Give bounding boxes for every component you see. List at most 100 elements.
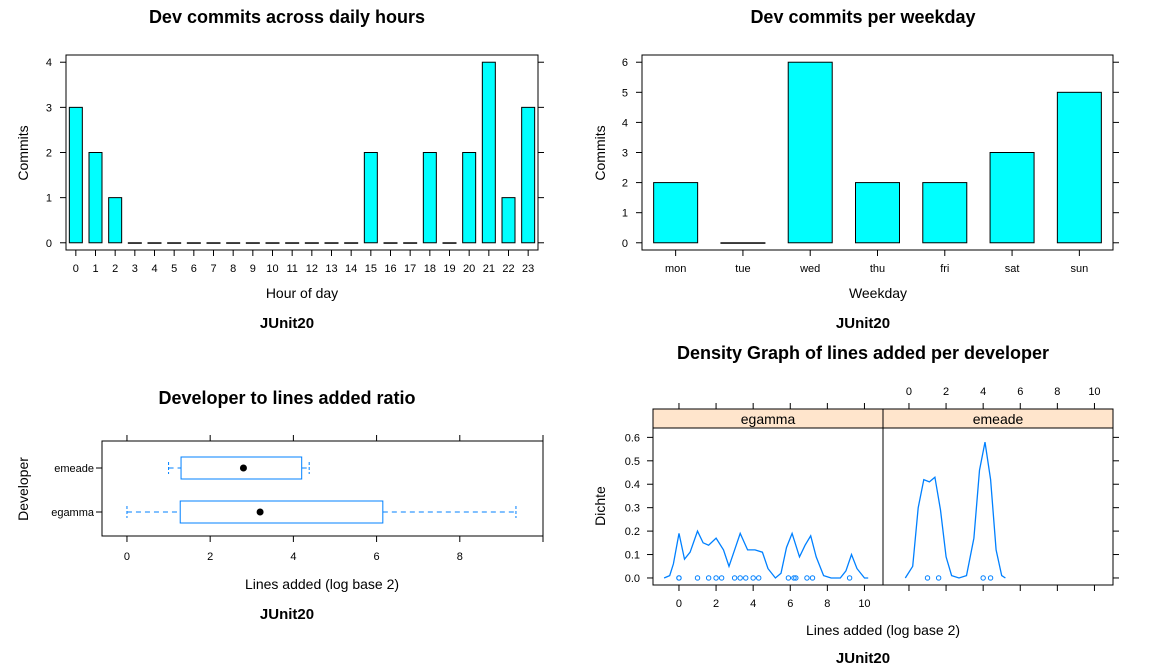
hourly-x-tick-label: 16 [384, 263, 396, 275]
hourly-bar [481, 61, 496, 244]
hourly-bar [304, 242, 319, 244]
density-y-tick-label: 0.1 [625, 550, 640, 562]
boxplot-y-tick-label: emeade [54, 463, 94, 475]
hourly-x-axis-label: Hour of day [266, 285, 338, 301]
hourly-bar [442, 242, 457, 244]
weekday-x-tick-label: wed [799, 263, 820, 275]
hourly-bar [108, 197, 123, 244]
density-rug-point [980, 575, 986, 581]
boxplot-frame [101, 440, 544, 537]
boxplot-median-dot [256, 508, 264, 516]
hourly-bar [226, 242, 241, 244]
density-y-tick-label: 0.4 [625, 479, 640, 491]
hourly-x-tick-label: 19 [443, 263, 455, 275]
density-x-tick-label-top: 0 [906, 386, 912, 398]
boxplot-x-tick-label: 4 [290, 551, 296, 563]
density-panel-frame [882, 427, 1114, 586]
hourly-x-tick-label: 22 [502, 263, 514, 275]
hourly-subtitle: JUnit20 [260, 315, 314, 332]
hourly-x-tick-label: 3 [132, 263, 138, 275]
hourly-x-tick-label: 10 [266, 263, 278, 275]
weekday-commits-chart: Dev commits per weekday 0 1 2 3 4 5 6 mon tue wed… [592, 7, 1119, 332]
density-chart: Density Graph of lines added per develop… [592, 343, 1119, 667]
density-x-tick-label-top: 4 [980, 386, 986, 398]
density-rug-point [924, 575, 931, 581]
hourly-x-tick-label: 9 [250, 263, 256, 275]
density-rug-point [791, 575, 797, 581]
density-rug-point [809, 575, 816, 581]
hourly-y-tick-label: 0 [46, 238, 52, 250]
density-rug-point [718, 575, 725, 581]
hourly-x-tick-label: 4 [151, 263, 157, 275]
weekday-bar [922, 182, 968, 244]
hourly-y-tick-label: 2 [46, 148, 52, 160]
density-x-tick-label-top: 6 [1017, 386, 1023, 398]
weekday-y-tick-label: 3 [622, 148, 628, 160]
density-rug-point [935, 575, 942, 581]
weekday-bar [855, 182, 900, 244]
density-rug-point [676, 575, 682, 581]
boxplot-y-tick-label: egamma [51, 507, 95, 519]
density-strip-label: egamma [741, 411, 796, 427]
hourly-x-tick-label: 18 [424, 263, 436, 275]
weekday-y-axis-label: Commits [592, 125, 608, 180]
hourly-x-tick-label: 21 [483, 263, 495, 275]
hourly-x-tick-label: 5 [171, 263, 177, 275]
density-rug-point [785, 575, 792, 581]
weekday-x-tick-label: thu [870, 263, 885, 275]
hourly-x-tick-label: 23 [522, 263, 534, 275]
hourly-bar [127, 242, 142, 244]
hourly-bar [186, 242, 201, 244]
density-rug-point [713, 575, 719, 581]
hourly-bar [206, 242, 221, 244]
weekday-subtitle: JUnit20 [836, 315, 890, 332]
density-rug-point [987, 575, 994, 581]
hourly-bar [383, 242, 398, 244]
density-x-tick-label: 6 [787, 598, 793, 610]
density-y-tick-label: 0.0 [625, 573, 640, 585]
density-x-tick-label: 4 [750, 598, 756, 610]
hourly-x-tick-label: 11 [286, 263, 297, 275]
hourly-x-tick-label: 6 [191, 263, 197, 275]
density-title: Density Graph of lines added per develop… [677, 343, 1049, 363]
boxplot-box [180, 456, 303, 480]
density-rug-point [694, 575, 701, 581]
weekday-x-tick-label: mon [665, 263, 686, 275]
weekday-x-tick-label: tue [735, 263, 750, 275]
hourly-bar [344, 242, 359, 244]
density-y-axis-label: Dichte [592, 486, 608, 526]
weekday-y-tick-label: 1 [622, 208, 628, 220]
hourly-y-tick-label: 4 [46, 57, 52, 69]
boxplot-subtitle: JUnit20 [260, 606, 314, 623]
boxplot-y-axis-label: Developer [15, 457, 31, 521]
boxplot-x-tick-label: 8 [457, 551, 463, 563]
hourly-y-axis-label: Commits [15, 125, 31, 180]
developer-boxplot-chart: Developer to lines added ratio 0 2 4 6 8 egam… [15, 388, 544, 623]
density-rug-point [737, 575, 743, 581]
weekday-bar [787, 61, 833, 244]
density-x-tick-label-top: 8 [1054, 386, 1060, 398]
hourly-bar [501, 197, 516, 244]
density-x-tick-label-top: 10 [1088, 386, 1100, 398]
density-rug-point [804, 575, 810, 581]
hourly-x-tick-label: 17 [404, 263, 416, 275]
boxplot-x-tick-label: 6 [374, 551, 380, 563]
hourly-bar [265, 242, 280, 244]
density-curve-emeade [904, 441, 1006, 579]
density-strip-label: emeade [973, 411, 1024, 427]
density-subtitle: JUnit20 [836, 650, 890, 667]
density-x-tick-label-top: 2 [943, 386, 949, 398]
hourly-x-tick-label: 15 [365, 263, 377, 275]
hourly-bar [462, 152, 477, 244]
weekday-bar [720, 242, 766, 244]
hourly-x-tick-label: 14 [345, 263, 357, 275]
density-y-tick-label: 0.6 [625, 432, 640, 444]
hourly-chart-title: Dev commits across daily hours [149, 7, 425, 27]
weekday-y-tick-label: 6 [622, 57, 628, 69]
density-x-tick-label: 0 [676, 598, 682, 610]
hourly-bar [88, 152, 103, 244]
density-rug-point [846, 575, 853, 581]
hourly-x-tick-label: 12 [306, 263, 318, 275]
hourly-bar [521, 106, 536, 244]
